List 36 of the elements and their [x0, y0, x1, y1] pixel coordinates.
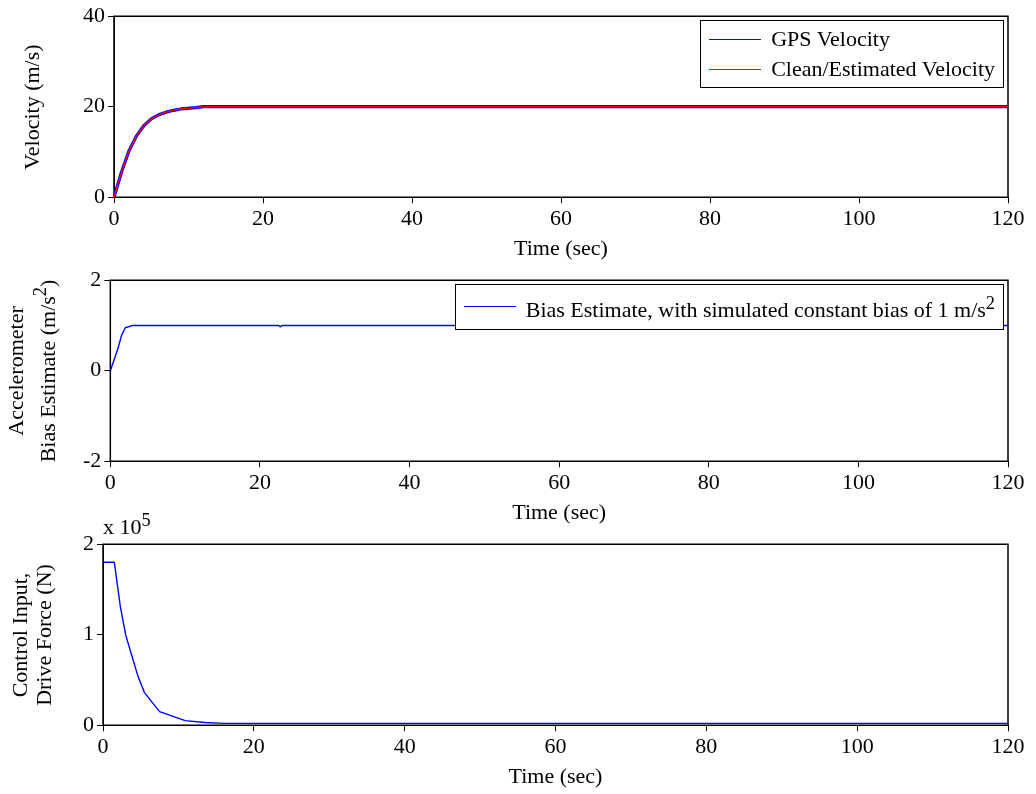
legend-label: GPS Velocity: [771, 25, 890, 54]
x-tick-label: 60: [550, 205, 572, 231]
x-tick-label: 60: [548, 469, 571, 495]
x-tick-label: 120: [991, 205, 1025, 231]
y-tick-label: 20: [83, 92, 105, 118]
x-tick-label: 120: [991, 469, 1025, 495]
x-tick-label: 100: [840, 733, 874, 759]
text: x 10$^{5}$: [103, 510, 151, 541]
x-tick-label: 40: [398, 469, 421, 495]
x-axis-title: Time (sec): [514, 234, 608, 260]
y-tick-label: -2: [83, 446, 102, 472]
x-tick-label: 80: [695, 733, 718, 759]
x-tick-label: 60: [544, 733, 567, 759]
y-tick-label: 1: [83, 620, 94, 646]
x-tick-label: 20: [248, 469, 271, 495]
x-axis-title: Time (sec): [508, 762, 603, 788]
y-tick-label: 0: [94, 182, 105, 208]
legend-label: Bias Estimate, with simulated constant bias of 1 m/s$^{2}$: [525, 292, 995, 325]
x-tick-label: 120: [991, 733, 1025, 759]
y-axis-title: Velocity (m/s): [19, 44, 44, 170]
y-tick-label: 0: [83, 710, 94, 736]
x-tick-label: 40: [393, 733, 416, 759]
y-tick-label: 40: [83, 1, 105, 27]
y-tick-label: 2: [90, 265, 102, 291]
y-tick-label: 2: [83, 529, 94, 555]
x-axis-title: Time (sec): [512, 498, 607, 524]
x-tick-label: 40: [401, 205, 423, 231]
y-axis-title: Control Input, Drive Force (N): [7, 563, 56, 706]
x-tick-label: 80: [699, 205, 721, 231]
x-tick-label: 20: [242, 733, 265, 759]
x-tick-label: 100: [841, 469, 875, 495]
x-tick-label: 80: [697, 469, 720, 495]
x-tick-label: 100: [842, 205, 876, 231]
legend-label: Clean/Estimated Velocity: [771, 55, 995, 84]
x-tick-label: 20: [252, 205, 274, 231]
y-tick-label: 0: [90, 356, 102, 382]
